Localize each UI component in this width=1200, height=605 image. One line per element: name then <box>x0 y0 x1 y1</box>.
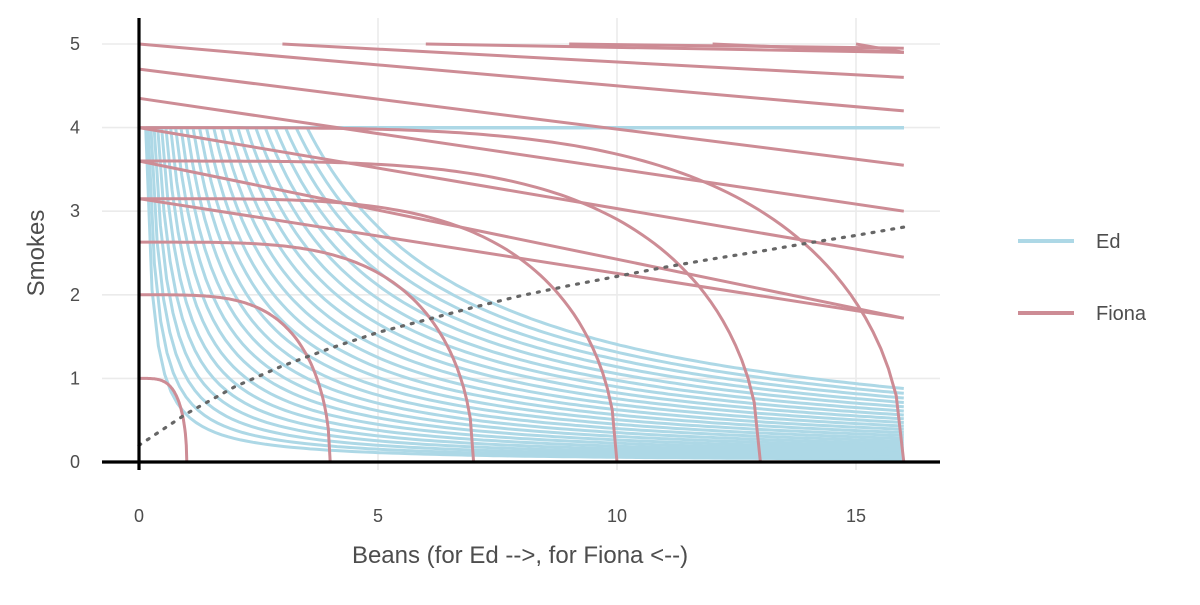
ed-curve <box>245 127 904 417</box>
x-tick-label: 5 <box>373 506 383 526</box>
fiona-curve <box>855 42 905 54</box>
ed-curve <box>146 127 904 460</box>
tick-labels: 0 5 10 15 0 1 2 3 4 5 <box>70 34 866 526</box>
ed-curve <box>198 127 904 437</box>
x-tick-label: 0 <box>134 506 144 526</box>
ed-curve <box>204 127 904 434</box>
x-tick-label: 15 <box>846 506 866 526</box>
fiona-curve <box>139 126 906 463</box>
x-tick-label: 10 <box>607 506 627 526</box>
fiona-curve <box>138 126 905 259</box>
legend-label-fiona: Fiona <box>1096 303 1147 325</box>
fiona-curve <box>139 197 619 463</box>
axes <box>102 18 940 470</box>
ed-curve <box>305 126 904 390</box>
fiona-curve <box>138 42 904 113</box>
fiona-curve <box>138 197 905 320</box>
ed-curve <box>169 127 904 450</box>
contract-curve <box>137 225 906 447</box>
ed-curve <box>254 127 904 413</box>
y-tick-label: 5 <box>70 34 80 54</box>
y-tick-label: 2 <box>70 285 80 305</box>
fiona-curve <box>138 96 905 213</box>
fiona-curve <box>139 293 332 463</box>
ed-curve <box>185 127 904 443</box>
legend-label-ed: Ed <box>1096 231 1120 253</box>
ed-curve <box>164 127 904 452</box>
fiona-curve <box>138 67 904 167</box>
ed-curve <box>212 127 904 431</box>
ed-curve <box>179 127 904 446</box>
fiona-curve <box>425 42 904 54</box>
ed-curve <box>227 127 904 424</box>
y-tick-label: 4 <box>70 118 80 138</box>
fiona-curve <box>138 159 905 320</box>
fiona-curve <box>139 159 762 463</box>
ed-curve <box>294 126 904 395</box>
fiona-curve <box>282 42 904 79</box>
ed-curve <box>174 127 904 448</box>
ed-curve <box>160 127 904 454</box>
legend: Ed Fiona <box>1018 231 1147 325</box>
ed-curve <box>149 127 904 459</box>
y-tick-label: 1 <box>70 368 80 388</box>
y-tick-label: 0 <box>70 452 80 472</box>
ed-curve <box>263 127 904 409</box>
ed-curve <box>236 127 904 421</box>
ed-curve <box>156 127 904 456</box>
ed-curve <box>191 127 904 440</box>
ed-curve <box>152 127 904 457</box>
fiona-curve <box>712 42 904 54</box>
y-tick-label: 3 <box>70 201 80 221</box>
fiona-curve <box>139 376 189 463</box>
ed-curve <box>273 127 904 404</box>
y-axis-label: Smokes <box>23 210 50 297</box>
ed-curve <box>219 127 904 428</box>
indifference-curves <box>137 42 906 463</box>
x-axis-label: Beans (for Ed -->, for Fiona <--) <box>352 542 688 569</box>
fiona-curve <box>139 240 476 463</box>
